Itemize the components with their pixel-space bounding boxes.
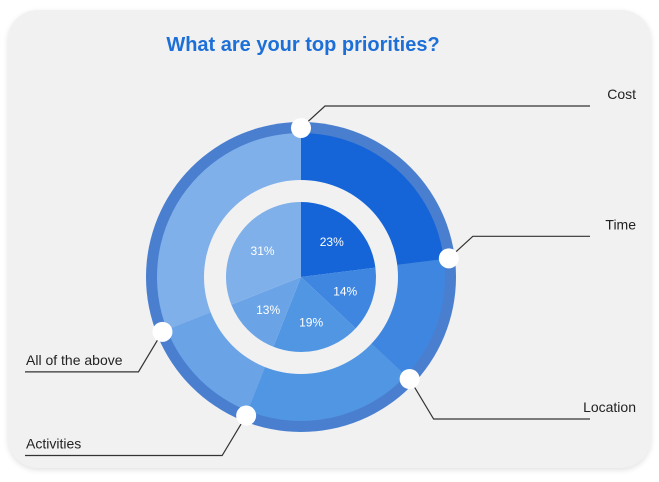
marker-dot-activities [236, 405, 257, 426]
chart-title: What are your top priorities? [166, 34, 440, 56]
category-label-location: Location [583, 399, 636, 415]
inner-slice-time [301, 267, 376, 329]
leader-line-location [409, 378, 590, 420]
inner-slice-location [273, 277, 356, 352]
value-label-location: 19% [299, 315, 323, 329]
inner-slice-all-of-the-above [226, 201, 301, 305]
category-label-time: Time [605, 216, 636, 232]
marker-dot-location [399, 368, 420, 389]
value-label-all-of-the-above: 31% [251, 244, 275, 258]
value-label-cost: 23% [320, 235, 344, 249]
inner-slice-cost [301, 202, 376, 277]
leader-line-activities [25, 415, 247, 457]
leader-line-all-of-the-above [25, 331, 163, 373]
leader-line-cost [300, 105, 590, 129]
marker-dot-all-of-the-above [152, 321, 173, 342]
category-label-activities: Activities [26, 436, 81, 452]
category-label-all-of-the-above: All of the above [26, 352, 123, 368]
inner-slice-activities [231, 277, 301, 347]
category-label-cost: Cost [607, 86, 636, 102]
marker-dot-cost [291, 118, 311, 138]
value-label-activities: 13% [256, 303, 280, 317]
value-label-time: 14% [333, 284, 357, 298]
leader-line-time [448, 235, 590, 259]
marker-dot-time [438, 248, 459, 269]
